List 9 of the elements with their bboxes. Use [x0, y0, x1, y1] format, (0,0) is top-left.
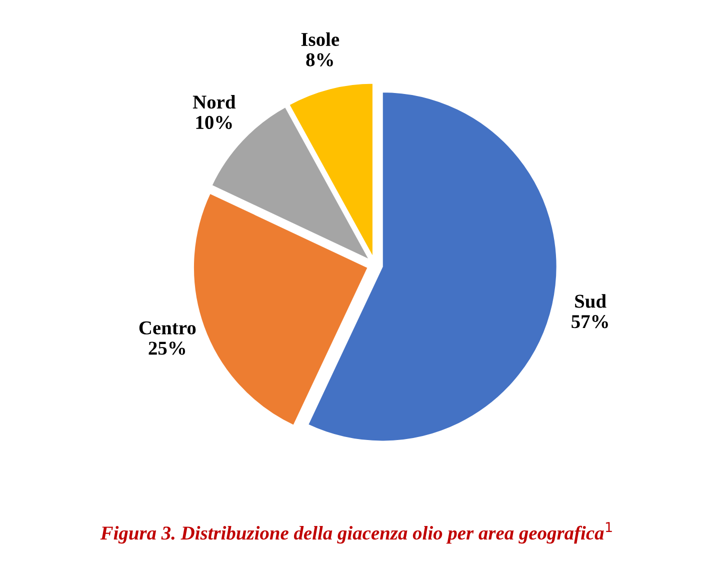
data-label: 8% — [306, 53, 333, 66]
text: Figura 3. Distribuzione della giacenza olio per area geografica$^{1}$ — [100, 522, 612, 544]
slice-label: Nord — [192, 94, 236, 109]
slice-label: Isole — [301, 32, 340, 46]
slice-label: Centro — [139, 321, 196, 334]
data-label: 10% — [196, 116, 232, 130]
data-label: 25% — [148, 342, 186, 355]
data-label: 57% — [572, 315, 608, 328]
slice-label: Sud — [575, 294, 606, 308]
